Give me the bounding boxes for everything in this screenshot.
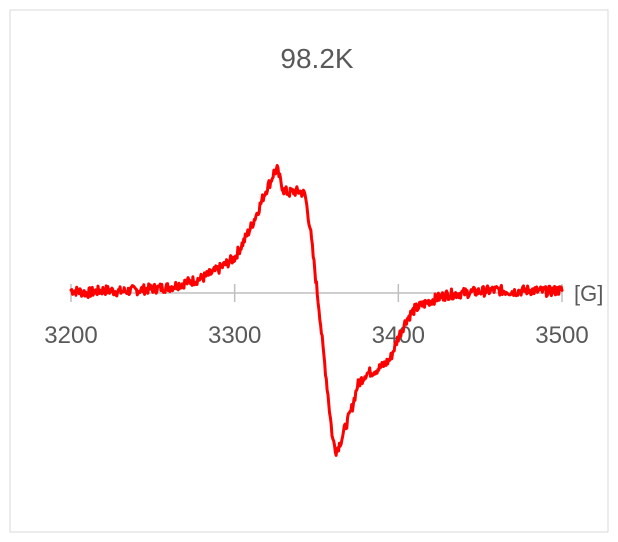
chart-border: [9, 9, 609, 533]
x-tick-label-3300: 3300: [208, 322, 261, 349]
chart-title: 98.2K: [280, 43, 353, 74]
series-line: [69, 164, 564, 457]
x-axis-unit-label: [G]: [574, 281, 603, 306]
x-tick-label-3500: 3500: [535, 322, 588, 349]
x-tick-label-3200: 3200: [44, 322, 97, 349]
